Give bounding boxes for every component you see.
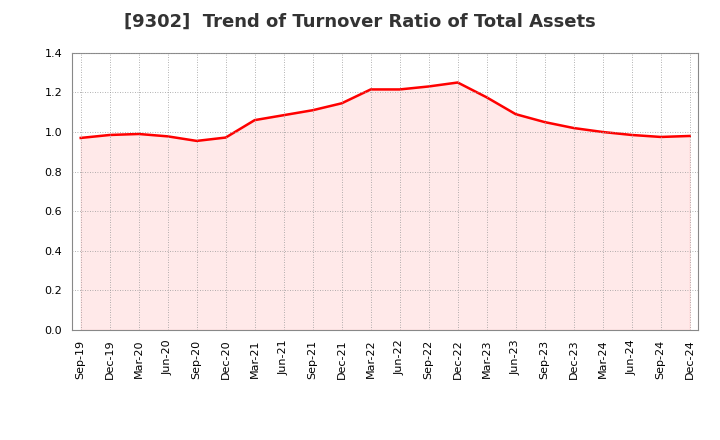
Text: [9302]  Trend of Turnover Ratio of Total Assets: [9302] Trend of Turnover Ratio of Total … bbox=[124, 13, 596, 31]
